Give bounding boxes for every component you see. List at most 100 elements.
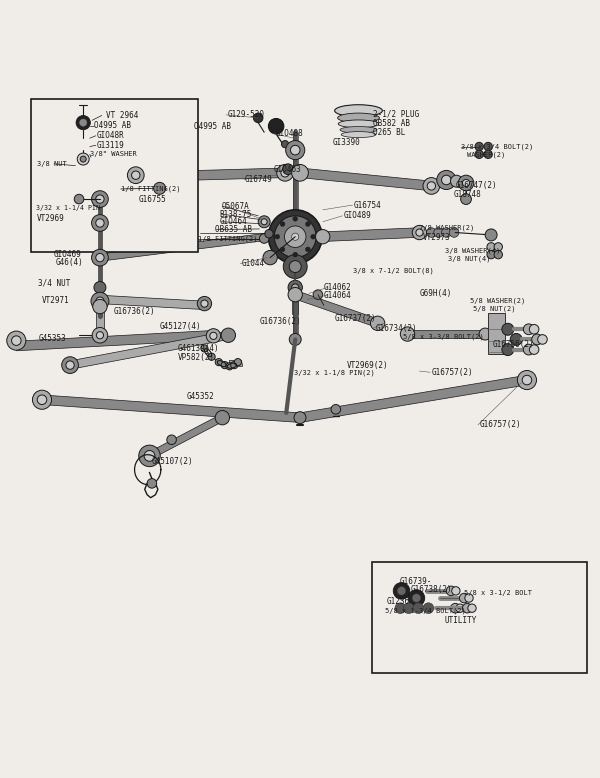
Polygon shape [294, 291, 379, 328]
Text: G1044: G1044 [241, 259, 265, 268]
Text: G14064: G14064 [324, 291, 352, 300]
Circle shape [226, 363, 233, 370]
Circle shape [92, 215, 108, 231]
Circle shape [215, 359, 223, 366]
Circle shape [253, 113, 263, 123]
Text: VT2973: VT2973 [422, 233, 450, 242]
Circle shape [92, 328, 107, 343]
Text: G45353: G45353 [38, 334, 66, 343]
Text: 3/4 NUT: 3/4 NUT [38, 279, 71, 288]
Circle shape [268, 210, 322, 264]
Polygon shape [69, 331, 229, 370]
Polygon shape [100, 295, 205, 310]
Text: 3/8 x 7-1/2 BOLT(8): 3/8 x 7-1/2 BOLT(8) [353, 268, 433, 274]
Polygon shape [136, 168, 285, 182]
Polygon shape [292, 295, 298, 314]
Circle shape [437, 170, 456, 190]
Bar [371, 562, 587, 673]
Circle shape [479, 328, 491, 340]
Text: G16756(2): G16756(2) [493, 340, 534, 349]
Circle shape [293, 252, 298, 257]
Circle shape [77, 153, 89, 165]
Text: 2-1/2 PLUG: 2-1/2 PLUG [373, 110, 419, 119]
Circle shape [62, 357, 79, 373]
Circle shape [461, 194, 472, 205]
Circle shape [235, 359, 241, 366]
Circle shape [286, 141, 305, 159]
Circle shape [449, 228, 459, 237]
Polygon shape [76, 164, 91, 169]
Circle shape [201, 300, 208, 307]
Circle shape [11, 336, 21, 345]
Text: GIO464: GIO464 [220, 217, 247, 226]
Text: VT2969: VT2969 [37, 214, 65, 223]
Polygon shape [67, 141, 100, 144]
Text: G16757(2): G16757(2) [431, 368, 473, 377]
Circle shape [523, 344, 534, 355]
Circle shape [290, 145, 300, 155]
Polygon shape [407, 331, 485, 338]
Bar [31, 100, 199, 251]
Circle shape [460, 594, 469, 603]
Text: WASHER(2): WASHER(2) [467, 152, 505, 158]
Text: 3/32 x 1-1/4 PIN: 3/32 x 1-1/4 PIN [36, 205, 100, 211]
Text: 5/8 x 3-3/8 BOLT(2): 5/8 x 3-3/8 BOLT(2) [403, 333, 484, 340]
Text: G16749: G16749 [245, 175, 273, 184]
Text: G16755: G16755 [139, 194, 167, 204]
Circle shape [522, 375, 532, 385]
Circle shape [463, 180, 470, 187]
Circle shape [259, 233, 269, 244]
Text: O265 BL: O265 BL [373, 128, 405, 137]
Ellipse shape [338, 113, 379, 123]
Circle shape [293, 216, 298, 221]
Circle shape [280, 247, 285, 252]
Polygon shape [148, 415, 224, 459]
Circle shape [96, 219, 104, 227]
Text: G14062: G14062 [324, 283, 352, 292]
Circle shape [289, 261, 301, 272]
Circle shape [487, 251, 495, 259]
Circle shape [210, 332, 217, 339]
Text: GIO463: GIO463 [273, 165, 301, 173]
Polygon shape [230, 360, 242, 366]
Circle shape [311, 234, 316, 239]
Text: GIO489: GIO489 [344, 212, 371, 220]
Circle shape [442, 228, 451, 237]
Text: 3/32 x 1-1/8 PIN(2): 3/32 x 1-1/8 PIN(2) [294, 370, 375, 376]
Ellipse shape [335, 105, 382, 117]
Circle shape [283, 164, 293, 174]
Circle shape [494, 243, 502, 251]
Circle shape [529, 324, 539, 334]
Circle shape [408, 590, 425, 606]
Circle shape [451, 175, 463, 187]
Text: 1/8 FITTING(2): 1/8 FITTING(2) [199, 235, 258, 242]
Circle shape [427, 182, 436, 190]
Circle shape [144, 450, 155, 461]
Circle shape [523, 324, 534, 335]
Text: B138-75: B138-75 [220, 209, 252, 219]
Circle shape [280, 222, 285, 226]
Circle shape [413, 603, 424, 614]
Circle shape [221, 328, 235, 342]
Text: 3/8 WASHER(4): 3/8 WASHER(4) [445, 247, 500, 254]
Circle shape [485, 229, 497, 241]
Circle shape [494, 251, 502, 259]
Circle shape [7, 331, 26, 350]
Text: VT 2964: VT 2964 [106, 111, 138, 120]
Circle shape [221, 362, 229, 369]
Circle shape [292, 233, 299, 240]
Circle shape [289, 334, 301, 345]
Circle shape [475, 142, 484, 151]
Circle shape [463, 604, 472, 613]
Text: G16738(2): G16738(2) [410, 584, 452, 594]
Circle shape [292, 284, 299, 291]
Text: GIO488: GIO488 [276, 129, 304, 138]
Ellipse shape [340, 127, 377, 133]
Polygon shape [41, 395, 301, 422]
Circle shape [393, 583, 410, 599]
Circle shape [206, 328, 221, 343]
Circle shape [277, 164, 293, 181]
Circle shape [265, 230, 273, 238]
Circle shape [215, 411, 230, 425]
Circle shape [423, 603, 434, 614]
